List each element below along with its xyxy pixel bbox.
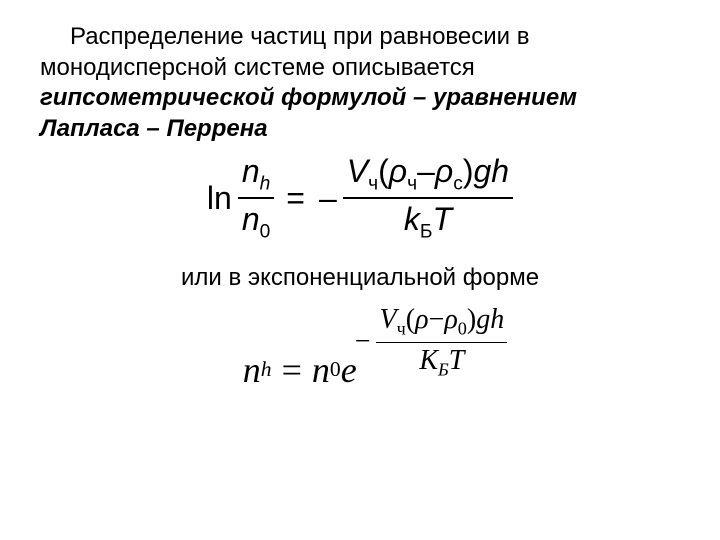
sub-ch: ч — [368, 173, 378, 194]
sub-rho-ch: ч — [407, 173, 417, 194]
fraction-bar — [343, 197, 513, 199]
lparen: ( — [406, 304, 415, 335]
var-n: n — [312, 352, 330, 388]
var-k: k — [404, 201, 420, 237]
sub-ch: ч — [397, 319, 406, 339]
var-h: h — [491, 153, 509, 189]
term-line-2: Лапласа – Перрена — [40, 115, 268, 142]
rparen: ) — [463, 153, 474, 189]
var-K: K — [419, 345, 438, 376]
var-T: T — [449, 345, 465, 376]
var-V: V — [347, 153, 368, 189]
lhs: nh = n0e — [243, 352, 357, 388]
formula-2: nh = n0e − Vч(ρ−ρ0)gh KБT — [40, 306, 680, 388]
inner-minus: – — [417, 153, 435, 189]
var-n: n — [243, 352, 261, 388]
var-n: n — [242, 201, 260, 237]
sub-h: h — [260, 173, 271, 194]
fraction-nh-n0: nh n0 — [238, 155, 274, 242]
var-rho: ρ — [444, 304, 457, 335]
leading-minus: – — [319, 182, 337, 214]
hypsometric-equation: ln nh n0 = – Vч(ρч–ρс)gh kБT — [207, 155, 513, 242]
var-n: n — [242, 153, 260, 189]
var-rho: ρ — [435, 153, 453, 189]
intro-paragraph: Распределение частиц при равновесии в мо… — [40, 22, 680, 145]
formula-1: ln nh n0 = – Vч(ρч–ρс)gh kБT — [40, 155, 680, 242]
sub-0: 0 — [330, 359, 341, 381]
rparen: ) — [467, 304, 476, 335]
or-exponential-text: или в экспоненциальной форме — [40, 264, 680, 292]
var-rho: ρ — [389, 153, 407, 189]
var-h: h — [490, 304, 504, 335]
sub-B: Б — [438, 359, 449, 379]
fraction-bar — [238, 197, 274, 199]
ln-operator: ln — [207, 182, 232, 214]
exp-fraction: Vч(ρ−ρ0)gh KБT — [376, 306, 507, 379]
exp-minus: − — [355, 328, 371, 356]
equals: = — [282, 352, 302, 388]
sub-rho-c: с — [453, 173, 463, 194]
page: Распределение частиц при равновесии в мо… — [0, 0, 720, 388]
inner-minus: − — [429, 304, 445, 335]
sub-0: 0 — [458, 319, 467, 339]
var-T: T — [432, 201, 452, 237]
sub-B: Б — [420, 222, 433, 243]
text: Распределение частиц при равновесии в — [70, 23, 530, 50]
lparen: ( — [378, 153, 389, 189]
var-g: g — [473, 153, 491, 189]
equals: = — [286, 182, 305, 214]
sub-h: h — [261, 359, 272, 381]
fraction-bar — [376, 342, 507, 343]
fraction-rhs: Vч(ρч–ρс)gh kБT — [343, 155, 513, 242]
sub-0: 0 — [260, 222, 271, 243]
var-V: V — [379, 304, 396, 335]
var-g: g — [476, 304, 490, 335]
text: монодисперсной системе описывается — [40, 54, 475, 81]
exponential-equation: nh = n0e − Vч(ρ−ρ0)gh KБT — [213, 306, 507, 388]
var-rho: ρ — [415, 304, 428, 335]
exponent: − Vч(ρ−ρ0)gh KБT — [355, 306, 508, 379]
term-line-1: гипсометрической формулой – уравнением — [40, 84, 577, 111]
